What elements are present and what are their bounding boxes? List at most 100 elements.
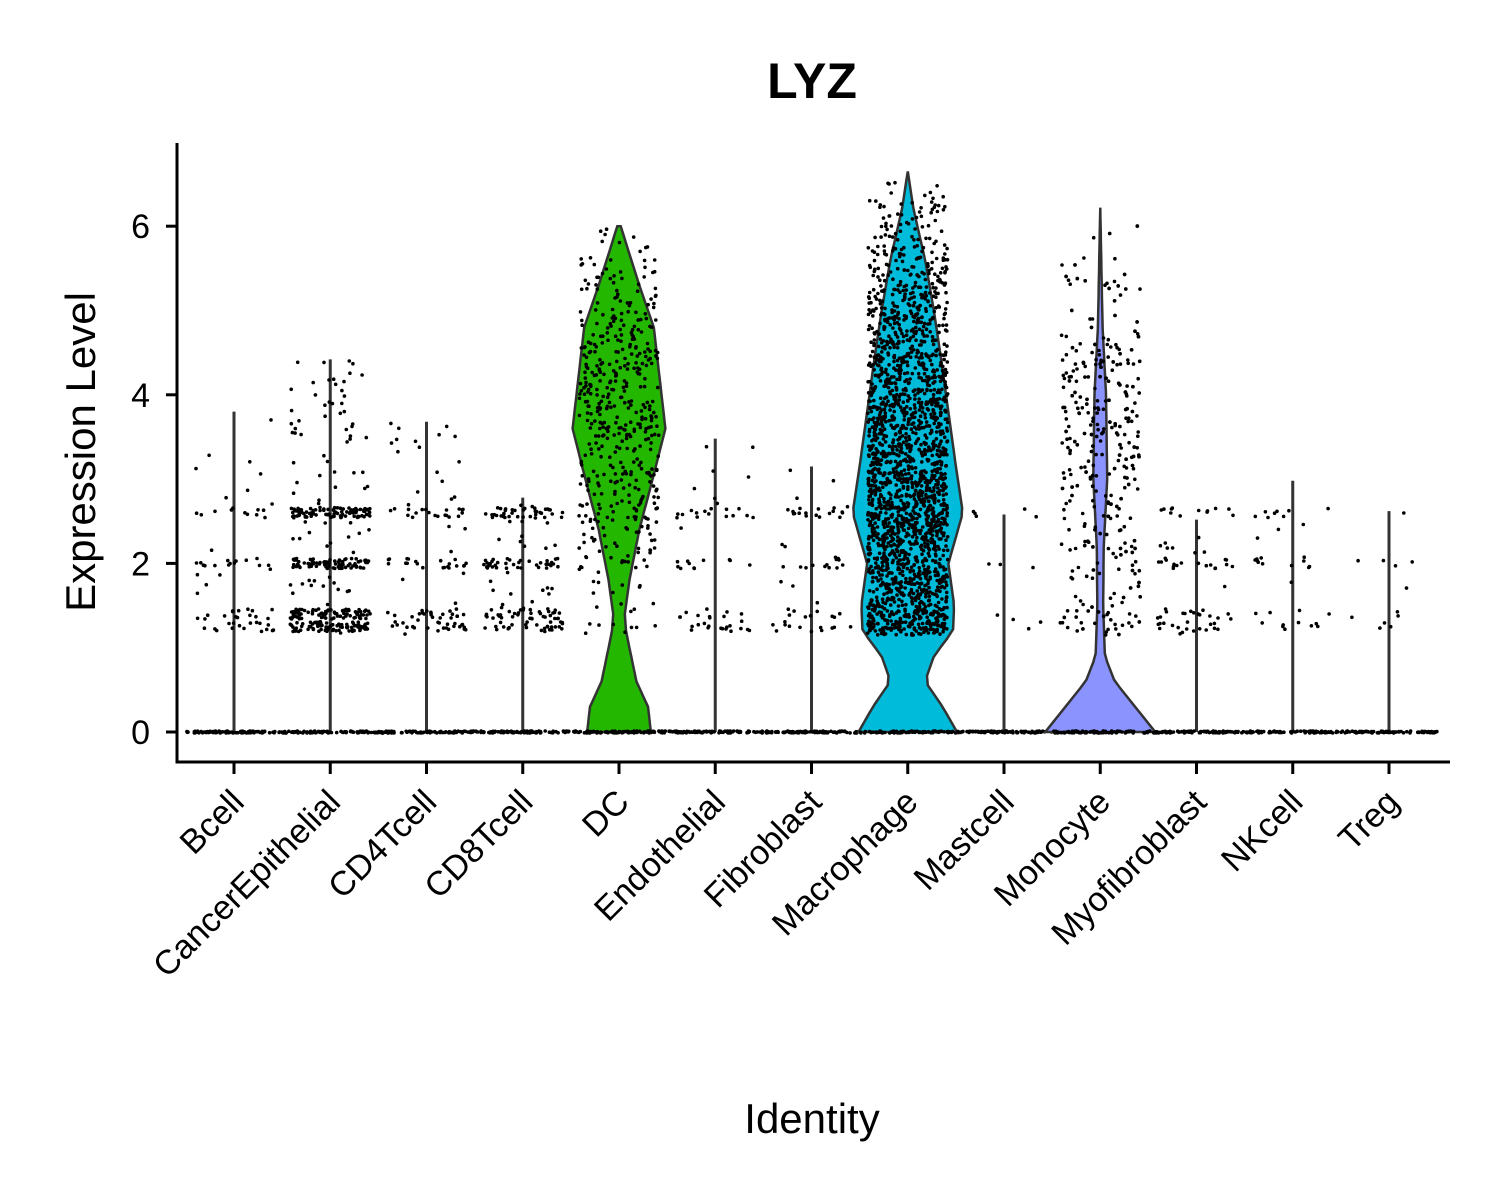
point	[580, 262, 585, 266]
point	[933, 290, 937, 294]
point	[868, 406, 872, 411]
point	[866, 569, 871, 574]
point	[618, 270, 623, 274]
point	[358, 729, 363, 734]
point	[493, 563, 498, 568]
point	[924, 309, 928, 314]
point	[937, 374, 941, 379]
point	[1201, 729, 1206, 734]
point	[1091, 416, 1095, 421]
point	[883, 233, 888, 237]
point	[626, 515, 630, 520]
point	[924, 293, 929, 298]
point	[323, 616, 328, 620]
point	[406, 557, 411, 561]
point	[645, 564, 649, 569]
point	[630, 333, 634, 337]
point	[884, 517, 888, 521]
point	[1133, 401, 1137, 405]
point	[605, 515, 610, 520]
point	[516, 611, 521, 615]
point	[869, 409, 874, 414]
point	[937, 305, 942, 309]
point	[649, 538, 654, 543]
point	[881, 273, 885, 277]
point	[919, 442, 923, 447]
point	[307, 530, 312, 535]
point	[913, 280, 918, 285]
point	[913, 410, 918, 414]
point	[351, 361, 355, 366]
point	[300, 622, 305, 626]
point	[939, 410, 943, 415]
point	[621, 472, 625, 476]
point	[869, 463, 873, 468]
point	[881, 485, 885, 490]
point	[712, 730, 716, 734]
point	[1078, 599, 1083, 603]
point	[898, 366, 902, 371]
point	[218, 731, 222, 735]
point	[910, 517, 914, 522]
point	[898, 375, 902, 379]
point	[586, 488, 590, 493]
point	[1114, 431, 1119, 435]
point	[582, 392, 587, 397]
point	[919, 292, 923, 297]
point	[1095, 422, 1100, 427]
point	[491, 729, 495, 734]
points-CD4Tcell	[377, 421, 476, 735]
point	[1124, 416, 1128, 421]
point	[906, 487, 910, 492]
point	[1026, 730, 1031, 734]
point	[939, 360, 943, 365]
point	[888, 403, 892, 408]
point	[941, 508, 946, 512]
point	[348, 521, 353, 525]
point	[1094, 489, 1098, 493]
point	[937, 581, 942, 585]
point	[1204, 730, 1209, 734]
point	[907, 338, 912, 343]
point	[892, 355, 897, 360]
point	[495, 506, 500, 510]
point	[876, 291, 880, 296]
point	[1120, 730, 1124, 734]
point	[917, 447, 921, 452]
point	[624, 526, 628, 530]
point	[1106, 546, 1111, 551]
point	[430, 615, 435, 619]
point	[787, 613, 792, 617]
point	[316, 501, 321, 506]
point	[293, 426, 298, 431]
point	[655, 350, 660, 355]
point	[511, 562, 516, 567]
point	[636, 550, 640, 555]
point	[825, 731, 830, 735]
point	[929, 507, 934, 512]
point	[534, 509, 539, 514]
point	[338, 631, 343, 635]
point	[878, 628, 882, 632]
point	[882, 344, 887, 349]
point	[512, 611, 517, 616]
point	[897, 454, 901, 458]
point	[553, 543, 557, 548]
point	[917, 631, 921, 636]
point	[882, 407, 887, 412]
point	[916, 481, 921, 486]
point	[940, 472, 944, 477]
point	[931, 442, 935, 446]
point	[887, 444, 892, 449]
point	[945, 344, 949, 348]
point	[874, 561, 878, 565]
point	[925, 407, 930, 411]
point	[245, 512, 250, 517]
point	[354, 557, 359, 561]
point	[1062, 730, 1066, 735]
point	[415, 490, 420, 494]
point	[340, 388, 344, 393]
point	[944, 590, 949, 595]
point	[945, 300, 949, 305]
point	[983, 729, 988, 734]
